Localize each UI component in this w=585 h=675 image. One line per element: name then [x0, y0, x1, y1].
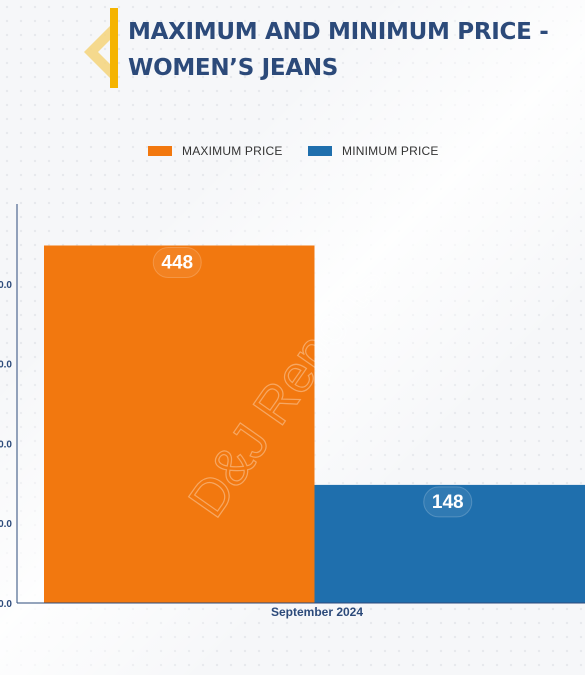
bars	[44, 245, 585, 603]
legend-item-max: MAXIMUM PRICE	[148, 144, 283, 158]
legend-swatch-min	[308, 146, 332, 156]
y-tick-label: 300.0	[0, 360, 12, 371]
data-label: 148	[432, 492, 464, 513]
legend-label-min: MINIMUM PRICE	[342, 144, 439, 158]
data-label-bubble	[423, 486, 473, 518]
y-tick-label: 400.0	[0, 280, 12, 291]
page-title: MAXIMUM AND MINIMUM PRICE - WOMEN’S JEAN…	[128, 14, 568, 86]
bar-maximum-price	[44, 245, 315, 603]
data-labels: 448 148	[152, 246, 473, 518]
legend-swatch-max	[148, 146, 172, 156]
title-accent-bar	[110, 8, 118, 88]
legend-item-min: MINIMUM PRICE	[308, 144, 439, 158]
chart-legend: MAXIMUM PRICE MINIMUM PRICE	[0, 144, 585, 164]
chevron-left-icon	[84, 22, 114, 82]
y-axis-ticks: 0.0 100.0 200.0 300.0 400.0	[0, 280, 12, 610]
title-line-2: WOMEN’S JEANS	[128, 55, 339, 81]
data-label-bubble	[152, 246, 202, 278]
bar-chart: 0.0 100.0 200.0 300.0 400.0 448 148 September…	[0, 204, 585, 619]
y-tick-label: 100.0	[0, 519, 12, 530]
legend-label-max: MAXIMUM PRICE	[182, 144, 283, 158]
title-line-1: MAXIMUM AND MINIMUM PRICE -	[128, 19, 549, 45]
data-label: 448	[161, 252, 193, 273]
y-tick-label: 0.0	[0, 599, 12, 610]
title-block: MAXIMUM AND MINIMUM PRICE - WOMEN’S JEAN…	[80, 8, 580, 90]
x-category-label: September 2024	[271, 605, 363, 619]
bar-minimum-price	[314, 484, 585, 603]
y-tick-label: 200.0	[0, 439, 12, 450]
